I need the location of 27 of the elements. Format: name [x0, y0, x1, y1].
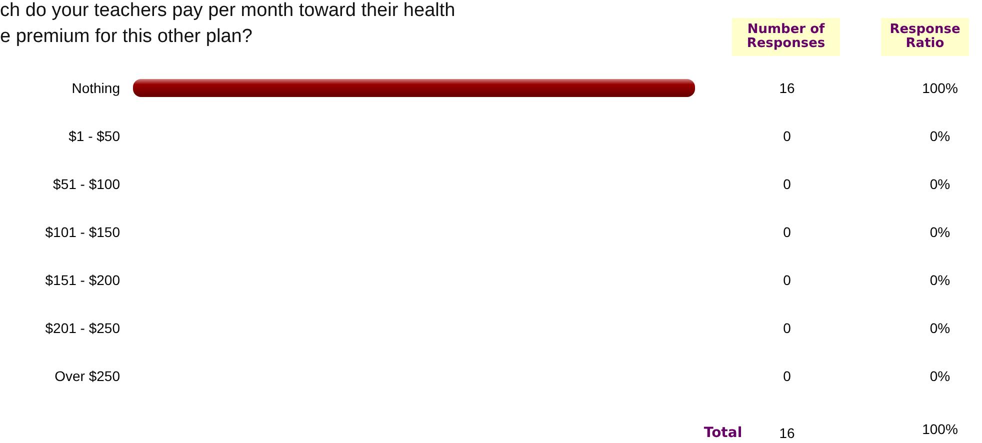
text: Total	[704, 425, 742, 441]
y-tick-label: Nothing	[72, 80, 120, 96]
text: 0%	[930, 128, 950, 144]
data-label: 0	[783, 320, 792, 336]
data-label: 16	[779, 80, 795, 96]
text: Number of Responses	[746, 22, 826, 51]
data-label: 0	[783, 272, 792, 288]
data-label: 0	[783, 368, 792, 384]
chart-title: ch do your teachers pay per month toward their health e premium for this other plan?	[0, 0, 456, 47]
text: 0%	[930, 224, 950, 240]
text: 0%	[930, 320, 950, 336]
data-label: 0	[783, 128, 792, 144]
text: 100%	[922, 421, 958, 437]
y-tick-label: $151 - $200	[45, 272, 120, 288]
text: 0%	[930, 272, 950, 288]
text: 16	[779, 425, 795, 441]
data-label: 0	[783, 224, 792, 240]
y-tick-label: $101 - $150	[45, 224, 120, 240]
y-tick-label: $201 - $250	[45, 320, 120, 336]
text: 100%	[922, 80, 958, 96]
data-label: 0	[783, 176, 792, 192]
y-tick-label: $51 - $100	[53, 176, 120, 192]
text: 0%	[930, 368, 950, 384]
y-tick-label: $1 - $50	[68, 128, 120, 144]
text: Response Ratio	[890, 22, 960, 51]
text: 0%	[930, 176, 950, 192]
y-tick-label: Over $250	[54, 368, 120, 384]
